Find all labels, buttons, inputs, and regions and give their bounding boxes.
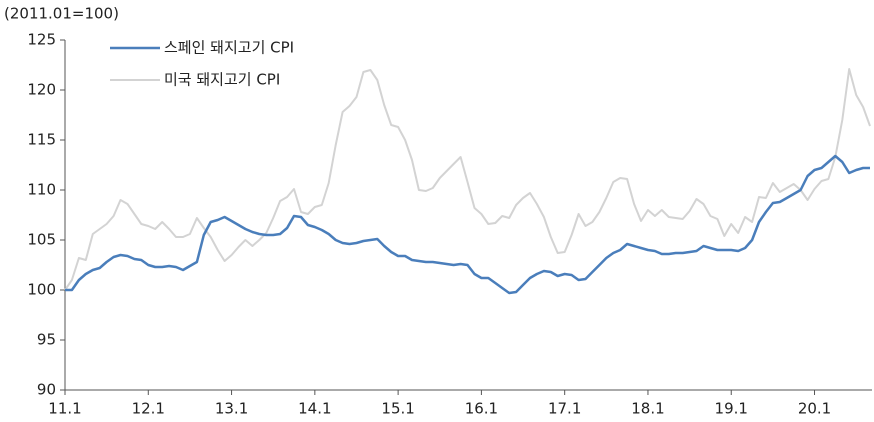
y-tick-label: 110 bbox=[27, 181, 56, 199]
y-tick-label: 115 bbox=[27, 131, 56, 149]
x-tick-label: 19.1 bbox=[715, 400, 748, 418]
series-line bbox=[64, 68, 871, 291]
series-line bbox=[65, 154, 870, 295]
y-tick-label: 100 bbox=[27, 281, 56, 299]
x-tick-label: 17.1 bbox=[548, 400, 581, 418]
x-tick-label: 20.1 bbox=[798, 400, 831, 418]
y-tick-label: 120 bbox=[27, 81, 56, 99]
legend-label: 스페인 돼지고기 CPI bbox=[164, 39, 294, 57]
x-tick-label: 14.1 bbox=[298, 400, 331, 418]
y-tick-label: 90 bbox=[37, 381, 56, 399]
y-tick-label: 105 bbox=[27, 231, 56, 249]
x-tick-label: 16.1 bbox=[465, 400, 498, 418]
y-tick-label: 95 bbox=[37, 331, 56, 349]
y-axis-label: (2011.01=100) bbox=[4, 5, 119, 23]
x-tick-label: 12.1 bbox=[132, 400, 165, 418]
x-tick-label: 18.1 bbox=[631, 400, 664, 418]
legend-label: 미국 돼지고기 CPI bbox=[164, 71, 280, 89]
x-tick-label: 15.1 bbox=[381, 400, 414, 418]
x-tick-label: 11.1 bbox=[48, 400, 81, 418]
y-tick-label: 125 bbox=[27, 31, 56, 49]
x-tick-label: 13.1 bbox=[215, 400, 248, 418]
